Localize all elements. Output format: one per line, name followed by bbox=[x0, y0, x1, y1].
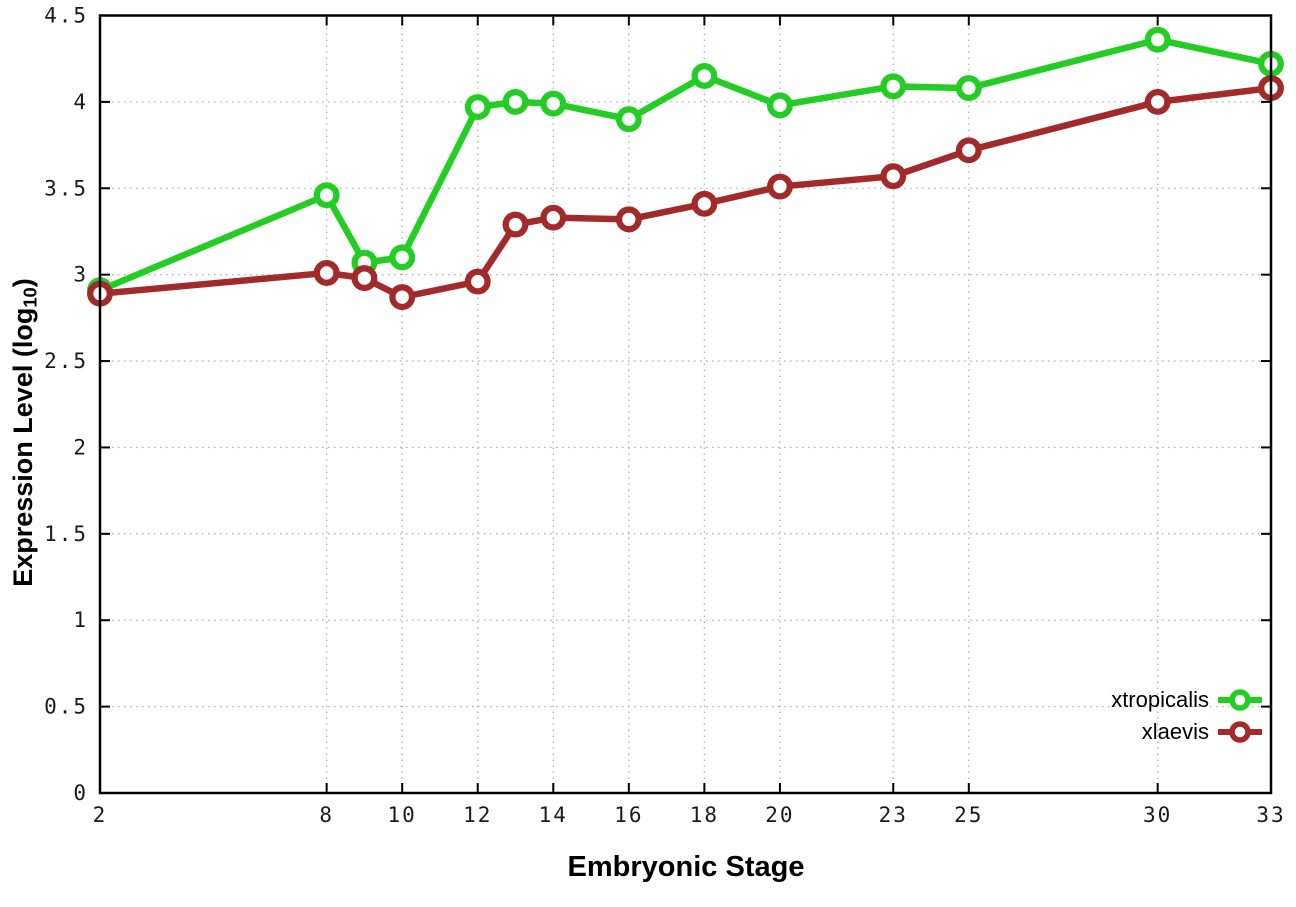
data-point-xlaevis bbox=[464, 268, 491, 295]
x-tick-label: 23 bbox=[879, 803, 908, 827]
data-point-xtropicalis bbox=[313, 182, 340, 209]
y-tick-label: 0 bbox=[73, 781, 88, 805]
legend-item-xlaevis: xlaevis bbox=[1111, 716, 1263, 747]
x-tick-label: 12 bbox=[463, 803, 492, 827]
series-xtropicalis bbox=[87, 26, 1284, 304]
y-axis-title-text: Expression Level (log bbox=[8, 307, 38, 587]
y-axis-title-suffix: ) bbox=[8, 278, 38, 288]
data-point-xtropicalis bbox=[389, 244, 416, 271]
y-tick-label: 1.5 bbox=[44, 522, 88, 546]
data-point-xtropicalis bbox=[615, 106, 642, 133]
y-tick-label: 4 bbox=[73, 90, 88, 114]
plot-border bbox=[98, 14, 1273, 795]
gridlines bbox=[99, 14, 1272, 794]
data-point-xlaevis bbox=[502, 211, 529, 238]
x-tick-label: 20 bbox=[765, 803, 794, 827]
legend-marker-xlaevis bbox=[1218, 720, 1262, 743]
x-tick-label: 25 bbox=[954, 803, 983, 827]
data-point-xtropicalis bbox=[955, 75, 982, 102]
data-point-xtropicalis bbox=[1144, 26, 1171, 53]
legend: xtropicalis xlaevis bbox=[1111, 684, 1263, 747]
tick-labels: 0 0.5 1 1.5 2 2.5 3 3.5 4 4.5 2 8 10 12 14 16 18 20 23 25 30… bbox=[44, 4, 1285, 828]
x-tick-label: 10 bbox=[388, 803, 417, 827]
x-tick-label: 14 bbox=[539, 803, 568, 827]
legend-marker-xtropicalis bbox=[1218, 688, 1262, 711]
data-point-xlaevis bbox=[1144, 88, 1171, 115]
data-point-xlaevis bbox=[955, 137, 982, 164]
x-tick-label: 8 bbox=[319, 803, 334, 827]
data-point-xtropicalis bbox=[464, 94, 491, 121]
x-tick-label: 16 bbox=[614, 803, 643, 827]
data-point-xlaevis bbox=[389, 284, 416, 311]
y-tick-label: 0.5 bbox=[44, 695, 88, 719]
y-tick-label: 3.5 bbox=[44, 176, 88, 200]
y-tick-label: 3 bbox=[73, 263, 88, 287]
y-tick-label: 4.5 bbox=[44, 4, 88, 28]
data-point-xlaevis bbox=[540, 204, 567, 231]
data-point-xtropicalis bbox=[880, 73, 907, 100]
x-tick-label: 33 bbox=[1256, 803, 1285, 827]
x-axis-title: Embryonic Stage bbox=[567, 851, 805, 883]
data-point-xtropicalis bbox=[766, 92, 793, 119]
axis-ticks bbox=[99, 14, 1272, 794]
series-xlaevis bbox=[87, 75, 1284, 311]
series-line-xtropicalis bbox=[98, 36, 1272, 294]
data-point-xlaevis bbox=[766, 173, 793, 200]
legend-item-xtropicalis: xtropicalis bbox=[1111, 684, 1263, 715]
data-point-xlaevis bbox=[351, 265, 378, 292]
x-tick-label: 2 bbox=[93, 803, 108, 827]
y-axis-title-subscript: 10 bbox=[19, 287, 41, 308]
data-point-xtropicalis bbox=[691, 63, 718, 89]
data-point-xtropicalis bbox=[540, 90, 567, 117]
legend-label-xtropicalis: xtropicalis bbox=[1111, 686, 1209, 712]
data-point-xlaevis bbox=[615, 206, 642, 233]
data-point-xtropicalis bbox=[502, 88, 529, 115]
y-tick-label: 2 bbox=[73, 435, 88, 459]
x-tick-label: 18 bbox=[690, 803, 719, 827]
series-line-xlaevis bbox=[99, 84, 1272, 301]
data-point-xlaevis bbox=[880, 163, 907, 190]
y-tick-label: 1 bbox=[73, 608, 88, 632]
legend-label-xlaevis: xlaevis bbox=[1141, 718, 1209, 744]
data-point-xlaevis bbox=[691, 190, 718, 217]
x-tick-label: 30 bbox=[1143, 803, 1172, 827]
y-tick-label: 2.5 bbox=[44, 349, 88, 373]
y-axis-title: Expression Level (log10) bbox=[8, 220, 42, 645]
data-point-xlaevis bbox=[313, 259, 340, 286]
